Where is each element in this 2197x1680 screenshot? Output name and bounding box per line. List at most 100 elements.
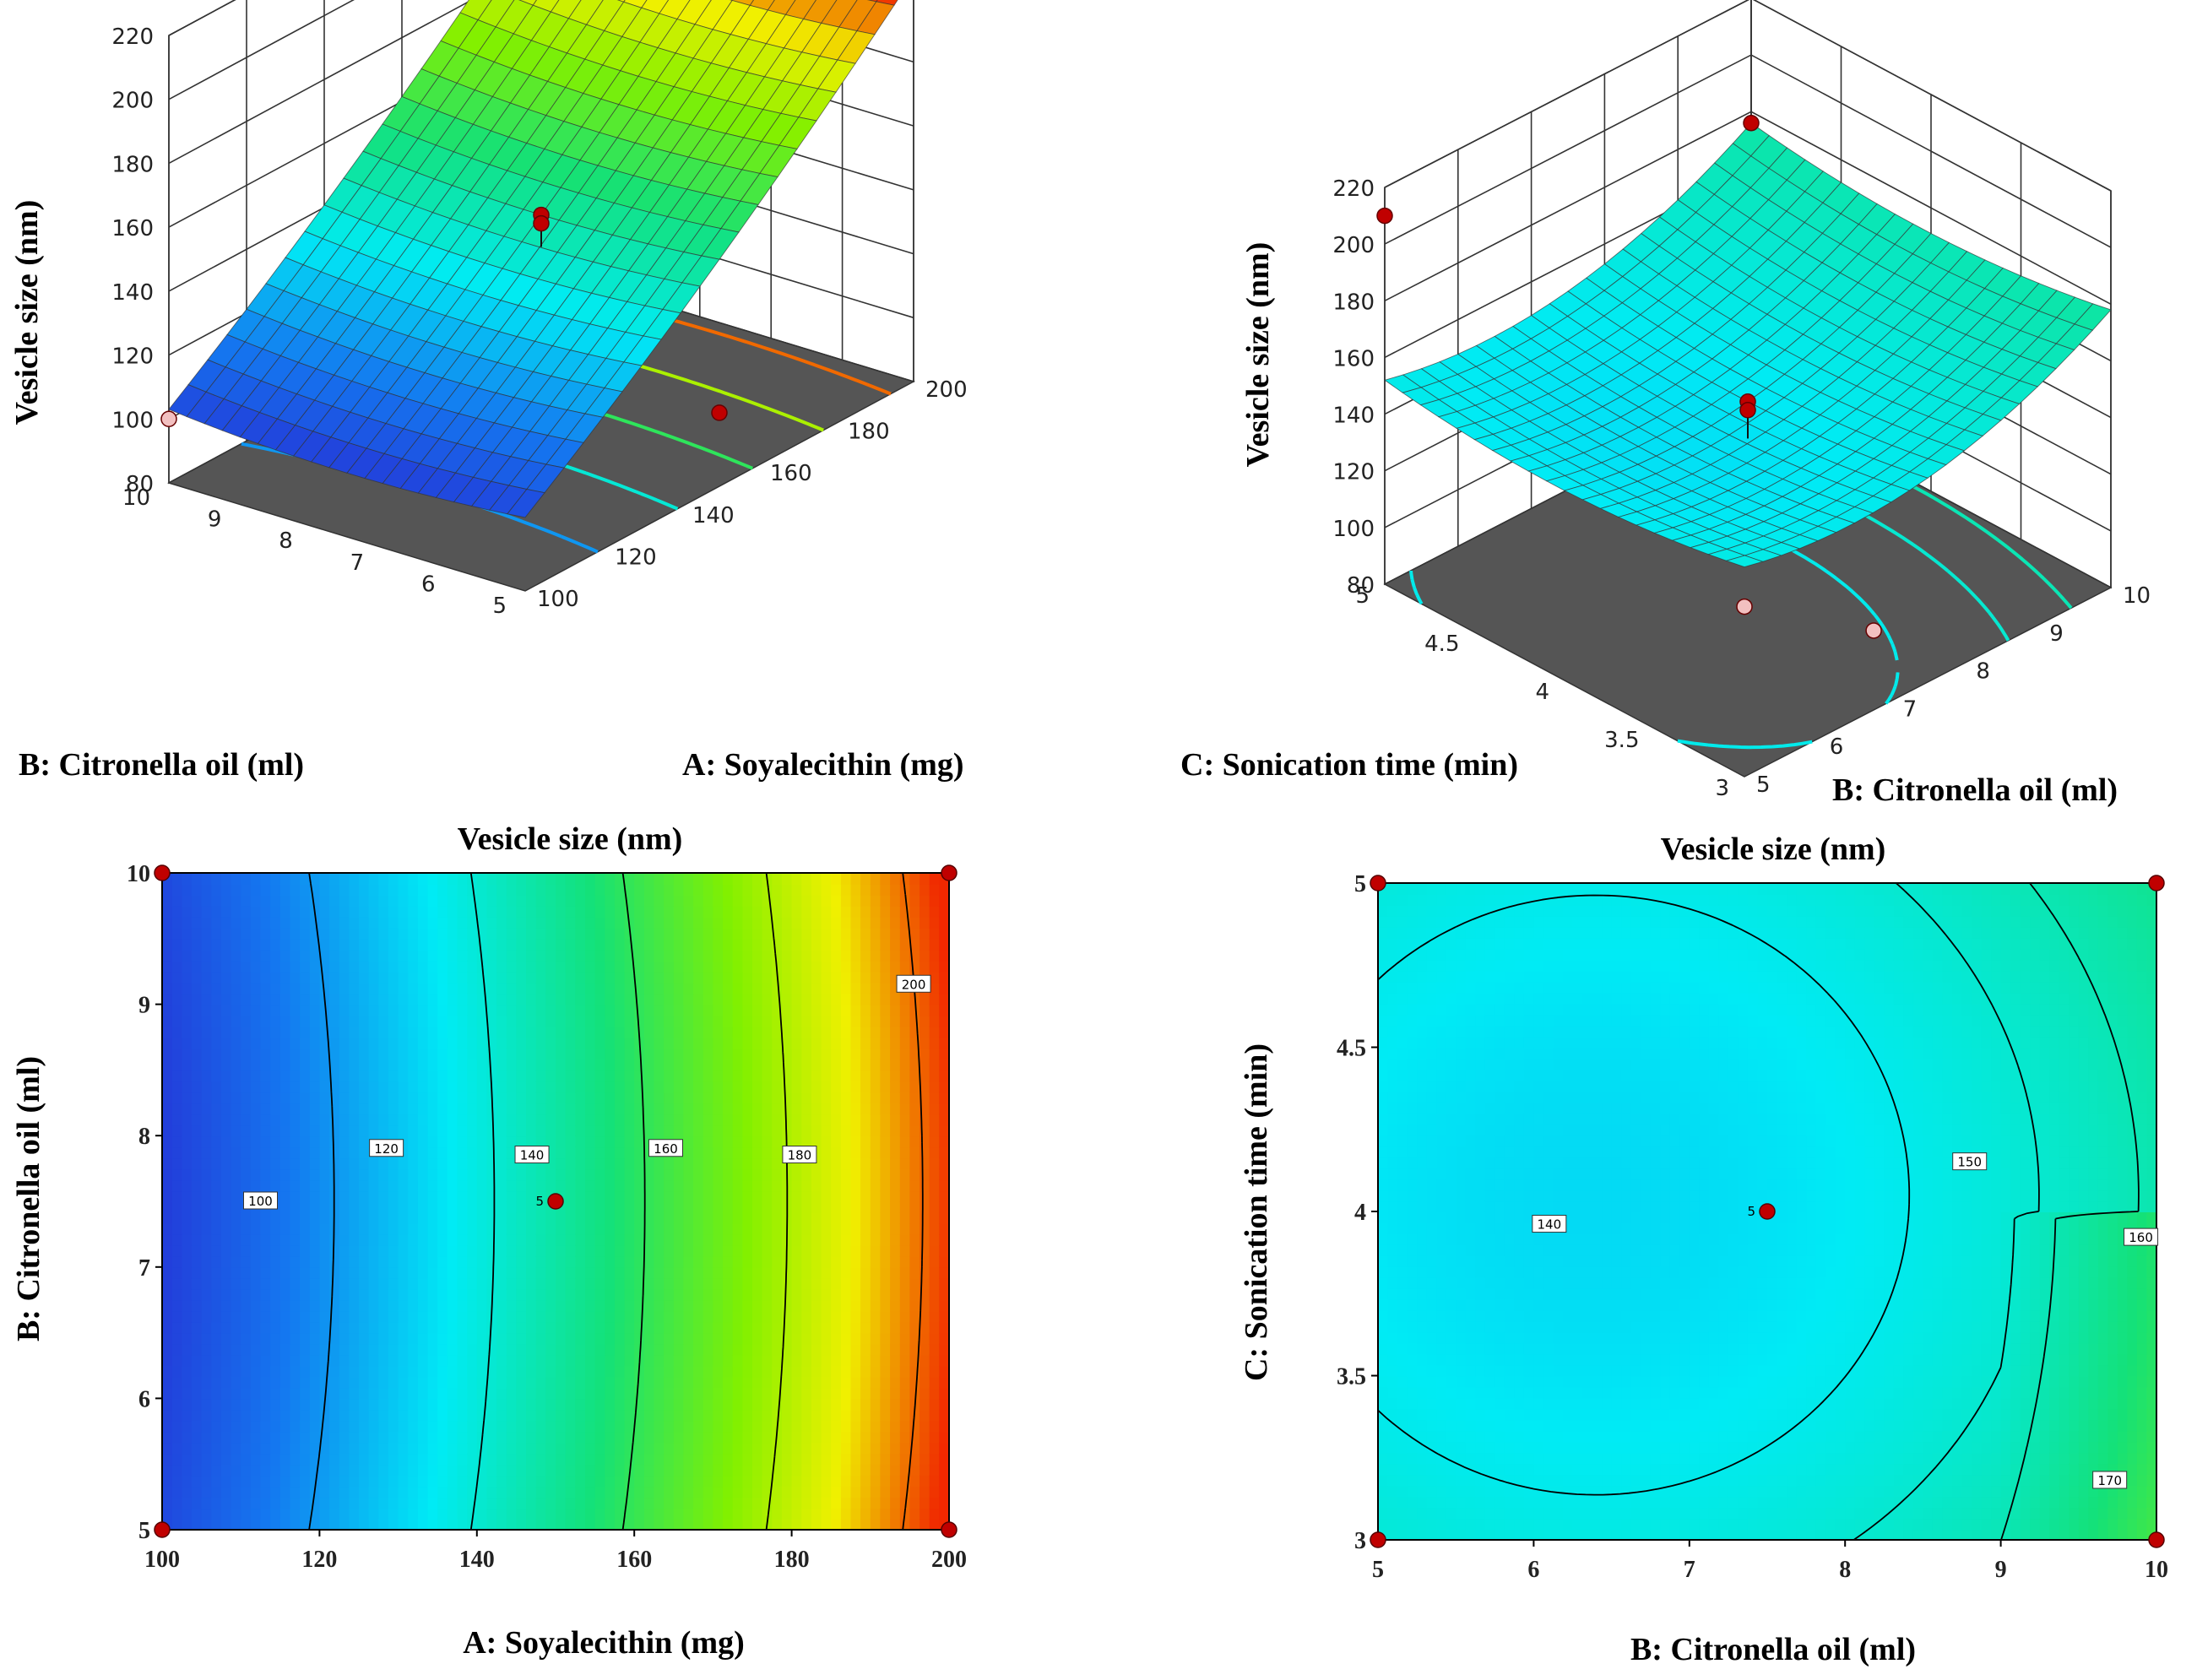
field-cell [279,1092,291,1104]
field-cell [781,1125,793,1137]
field-cell [791,1135,803,1148]
field-cell [683,916,695,929]
field-cell [359,1037,370,1049]
field-cell [398,1103,410,1115]
field-cell [664,894,675,907]
field-cell [339,1179,350,1192]
field-cell [467,1114,478,1126]
field-cell [614,916,626,929]
field-cell [260,1299,272,1312]
field-cell [664,1398,675,1411]
field-cell [260,1321,272,1334]
field-cell [732,1409,744,1422]
field-cell [643,1026,655,1038]
field-cell [526,894,537,907]
field-cell [250,1212,262,1224]
field-cell [664,1431,675,1444]
field-cell [467,1475,478,1488]
field-cell [388,993,399,1005]
field-cell [349,1212,361,1224]
field-cell [713,1299,724,1312]
field-cell [171,1070,183,1082]
field-cell [270,1233,281,1246]
field-cell [398,916,410,929]
field-cell [821,1431,833,1444]
field-cell [752,1125,763,1137]
field-cell [732,873,744,885]
field-cell [201,1255,213,1268]
field-cell [162,1212,173,1224]
field-cell [171,1387,183,1400]
field-cell [279,1146,291,1159]
field-cell [781,1037,793,1049]
field-cell [486,960,498,973]
field-cell [575,1354,586,1367]
field-cell [182,1037,193,1049]
field-cell [300,1244,311,1257]
field-cell [693,1277,704,1290]
field-cell [250,1354,262,1367]
panel-b-surface-plot: 80100120140160180200220567891033.544.55 … [1180,0,2151,808]
field-cell [693,1321,704,1334]
field-cell [713,1266,724,1279]
field-cell [506,1376,518,1389]
field-cell [506,1081,518,1093]
field-cell [309,1114,321,1126]
field-cell [447,1233,458,1246]
field-cell [585,1026,596,1038]
field-cell [290,1519,301,1530]
field-cell [486,971,498,984]
field-cell [182,1486,193,1498]
field-cell [270,1179,281,1192]
field-cell [683,1497,695,1509]
field-cell [309,1332,321,1345]
field-cell [388,1212,399,1224]
field-cell [772,1255,783,1268]
field-cell [191,1420,203,1433]
field-cell [231,1365,242,1378]
field-cell [732,1114,744,1126]
field-cell [300,1464,311,1477]
field-cell [220,1376,232,1389]
field-cell [585,1059,596,1071]
field-cell [565,1114,577,1126]
field-cell [673,1190,685,1202]
field-cell [368,884,380,896]
field-cell [182,1354,193,1367]
field-cell [201,1354,213,1367]
field-cell [191,1497,203,1509]
field-cell [643,1266,655,1279]
field-cell [171,1409,183,1422]
field-cell [211,1464,222,1477]
field-cell [811,971,822,984]
field-cell [467,1026,478,1038]
field-cell [300,993,311,1005]
field-cell [624,1244,636,1257]
field-cell [594,1475,606,1488]
field-cell [821,1354,833,1367]
field-cell [614,1179,626,1192]
field-cell [664,1508,675,1520]
field-cell [339,1070,350,1082]
field-cell [732,1266,744,1279]
field-cell [683,894,695,907]
field-cell [742,971,754,984]
field-cell [702,993,714,1005]
field-cell [713,1179,724,1192]
field-cell [339,1497,350,1509]
field-cell [191,1398,203,1411]
field-cell [594,1508,606,1520]
field-cell [279,1398,291,1411]
field-cell [309,949,321,962]
field-cell [683,1464,695,1477]
field-cell [752,1070,763,1082]
field-cell [762,1277,773,1290]
field-cell [339,1244,350,1257]
field-cell [673,1201,685,1213]
field-cell [408,1464,419,1477]
field-cell [378,1255,389,1268]
field-cell [506,1103,518,1115]
field-cell [300,884,311,896]
field-cell [791,982,803,994]
field-cell [673,1037,685,1049]
